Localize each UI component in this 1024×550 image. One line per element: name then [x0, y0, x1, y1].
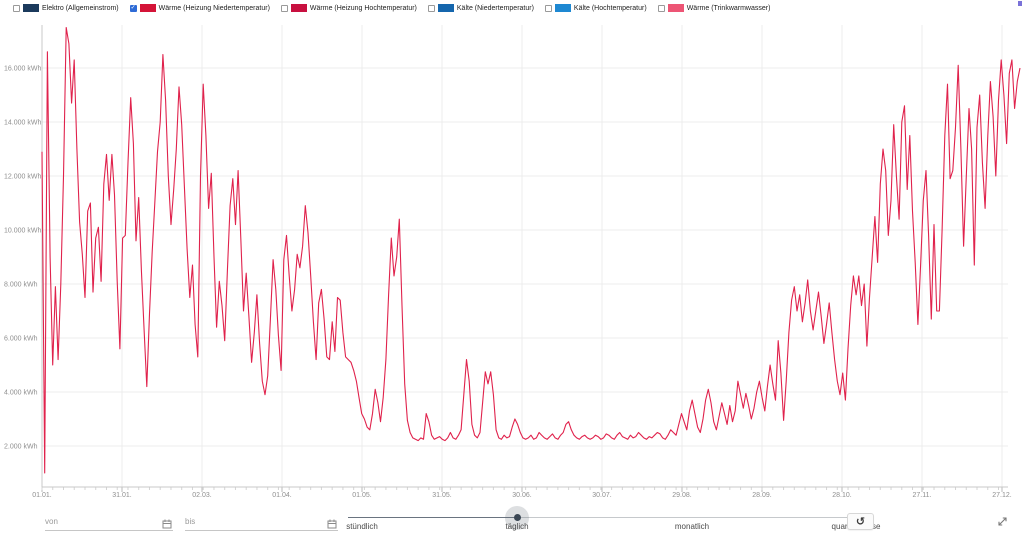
legend-checkbox[interactable] — [544, 4, 552, 12]
x-axis-tick-label: 31.01. — [112, 492, 132, 499]
x-axis-tick-label: 02.03. — [192, 492, 212, 499]
slider-track-active[interactable] — [348, 516, 517, 518]
legend-label: Wärme (Heizung Niedertemperatur) — [158, 4, 270, 12]
legend-checkbox[interactable] — [13, 4, 20, 12]
legend-label: Kälte (Niedertemperatur) — [456, 4, 534, 12]
legend-color-swatch — [667, 4, 684, 12]
y-axis-tick-label: 16.000 kWh — [4, 66, 41, 73]
series-line-waerme-niedertemperatur — [41, 26, 1021, 474]
y-axis-tick-label: 8.000 kWh — [4, 282, 38, 289]
x-axis-tick-label: 27.11. — [913, 492, 932, 499]
chart-legend: Elektro (Allgemeinstrom) ✓ Wärme (Heizung … — [13, 2, 770, 14]
x-axis-tick-label: 01.05. — [352, 492, 372, 499]
date-to-input[interactable] — [185, 514, 338, 529]
consumption-line-chart: 2.000 kWh 4.000 kWh 6.000 kWh 8.000 kWh 10.0… — [4, 25, 1021, 499]
legend-item[interactable]: Kälte (Niedertemperatur) — [427, 4, 534, 12]
legend-color-swatch — [437, 4, 454, 12]
legend-label: Kälte (Hochtemperatur) — [573, 4, 647, 12]
y-axis-tick-label: 14.000 kWh — [4, 120, 41, 127]
slider-track[interactable] — [348, 516, 851, 518]
y-axis-tick-label: 12.000 kWh — [4, 174, 41, 181]
calendar-icon[interactable] — [327, 516, 337, 534]
reset-button[interactable]: ↺ — [847, 513, 874, 530]
legend-color-swatch — [139, 4, 156, 12]
slider-thumb-dot — [513, 514, 521, 521]
chart-plot-area: 2.000 kWh 4.000 kWh 6.000 kWh 8.000 kWh 10.0… — [4, 25, 1021, 499]
legend-color-swatch — [23, 4, 39, 12]
slider-option-täglich: täglich — [505, 522, 529, 531]
legend-color-swatch — [554, 4, 571, 12]
date-from-field[interactable] — [45, 511, 173, 531]
x-axis-tick-label: 01.01. — [32, 492, 52, 499]
resolution-slider[interactable]: stündlichtäglichmonatlichquartalsweise — [346, 505, 880, 533]
legend-item[interactable]: Wärme (Trinkwarmwasser) — [657, 4, 771, 12]
y-axis-tick-label: 10.000 kWh — [4, 228, 41, 235]
legend-label: Wärme (Heizung Hochtemperatur) — [309, 4, 417, 12]
x-axis-tick-label: 29.08. — [672, 492, 692, 499]
legend-item[interactable]: Wärme (Heizung Hochtemperatur) — [280, 4, 417, 12]
legend-item[interactable]: ✓ Wärme (Heizung Niedertemperatur) — [129, 4, 270, 12]
x-axis-tick-label: 28.10. — [832, 492, 852, 499]
legend-checkbox[interactable] — [427, 4, 435, 12]
corner-artifact — [1018, 1, 1022, 6]
legend-checkbox[interactable] — [657, 4, 665, 12]
slider-thumb[interactable] — [505, 505, 529, 530]
x-axis-tick-label: 01.04. — [272, 492, 292, 499]
x-axis-tick-label: 30.06. — [512, 492, 532, 499]
x-axis-tick-label: 31.05. — [432, 492, 452, 499]
legend-color-swatch — [290, 4, 307, 12]
legend-checkbox-checked[interactable]: ✓ — [129, 4, 137, 12]
reset-icon: ↺ — [855, 515, 866, 528]
date-to-field[interactable] — [185, 511, 338, 531]
legend-item[interactable]: Kälte (Hochtemperatur) — [544, 4, 647, 12]
y-axis-tick-label: 6.000 kWh — [4, 336, 38, 343]
x-axis-tick-label: 30.07. — [592, 492, 612, 499]
x-axis-tick-label: 27.12. — [992, 492, 1012, 499]
legend-item[interactable]: Elektro (Allgemeinstrom) — [13, 4, 119, 12]
slider-option-stündlich: stündlich — [346, 522, 378, 531]
date-from-input[interactable] — [45, 514, 173, 529]
legend-label: Wärme (Trinkwarmwasser) — [686, 4, 771, 12]
legend-label: Elektro (Allgemeinstrom) — [42, 4, 119, 12]
y-axis-tick-label: 4.000 kWh — [4, 390, 38, 397]
slider-option-monatlich: monatlich — [674, 522, 710, 531]
legend-checkbox[interactable] — [280, 4, 288, 12]
calendar-icon[interactable] — [162, 516, 172, 534]
x-axis-tick-label: 28.09. — [752, 492, 772, 499]
y-axis-tick-label: 2.000 kWh — [4, 444, 38, 451]
expand-icon[interactable] — [996, 515, 1009, 533]
